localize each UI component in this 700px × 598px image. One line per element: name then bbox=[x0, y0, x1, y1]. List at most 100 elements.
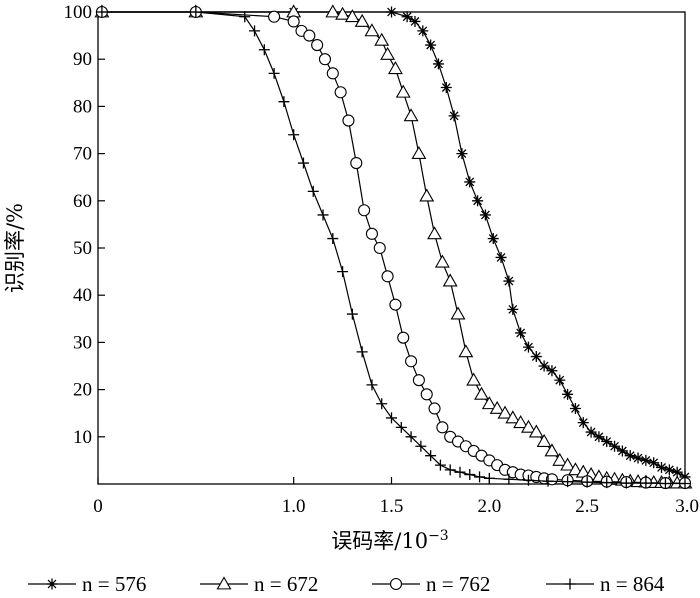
data-point bbox=[419, 188, 435, 202]
legend-label: n = 672 bbox=[254, 572, 318, 596]
data-point bbox=[489, 400, 505, 414]
data-point bbox=[307, 185, 319, 197]
data-point bbox=[474, 471, 486, 483]
y-tick-label: 50 bbox=[73, 238, 92, 259]
data-point bbox=[474, 386, 489, 400]
data-point bbox=[344, 9, 360, 23]
data-point bbox=[287, 15, 300, 28]
data-point bbox=[373, 241, 386, 255]
data-point bbox=[364, 23, 380, 37]
data-point bbox=[479, 209, 491, 221]
data-point bbox=[483, 472, 495, 484]
data-point bbox=[542, 475, 554, 487]
data-point bbox=[663, 464, 675, 476]
data-point bbox=[412, 374, 425, 387]
data-point bbox=[656, 461, 668, 473]
legend-item: n = 672 bbox=[200, 572, 318, 596]
data-point bbox=[325, 4, 341, 18]
data-point bbox=[562, 476, 574, 488]
data-point bbox=[376, 398, 388, 410]
data-point bbox=[522, 474, 534, 486]
y-tick-label: 80 bbox=[73, 96, 92, 117]
x-tick-label: 3.0 bbox=[675, 496, 699, 517]
data-point bbox=[258, 44, 270, 56]
y-tick-label: 30 bbox=[73, 332, 92, 353]
data-point bbox=[303, 29, 316, 42]
data-point bbox=[444, 464, 456, 476]
legend-label: n = 864 bbox=[600, 572, 665, 596]
data-point bbox=[337, 266, 349, 278]
data-point bbox=[440, 82, 452, 94]
data-point bbox=[581, 476, 593, 488]
data-point bbox=[356, 346, 368, 358]
legend-item: n = 576 bbox=[28, 572, 146, 596]
data-point bbox=[397, 331, 410, 344]
data-point bbox=[288, 129, 300, 141]
data-point bbox=[481, 396, 497, 410]
data-point bbox=[624, 450, 636, 462]
series-line bbox=[101, 11, 686, 478]
x-axis-title: 误码率/10−3 bbox=[331, 528, 448, 553]
data-point bbox=[350, 156, 363, 170]
data-point bbox=[268, 10, 281, 23]
data-point bbox=[560, 457, 576, 471]
data-point bbox=[562, 388, 574, 400]
data-point bbox=[428, 402, 441, 415]
legend-marker bbox=[389, 577, 403, 591]
data-point bbox=[522, 341, 534, 353]
data-point bbox=[380, 46, 396, 60]
data-point bbox=[405, 431, 417, 443]
data-point bbox=[648, 457, 660, 469]
data-point bbox=[442, 273, 458, 287]
series-line bbox=[101, 11, 685, 484]
data-point bbox=[552, 452, 568, 466]
data-point bbox=[409, 15, 421, 27]
data-point bbox=[593, 431, 605, 443]
data-point bbox=[544, 443, 560, 457]
data-point bbox=[387, 61, 403, 75]
data-point bbox=[640, 477, 652, 489]
data-point bbox=[335, 6, 351, 20]
data-point bbox=[417, 25, 429, 37]
data-point bbox=[318, 53, 332, 66]
data-point bbox=[577, 417, 589, 429]
data-point bbox=[425, 450, 437, 462]
x-tick-label: 1.5 bbox=[380, 496, 404, 517]
data-point bbox=[503, 473, 515, 485]
series-triangle bbox=[94, 4, 693, 489]
data-point bbox=[434, 254, 450, 268]
legend-marker bbox=[564, 578, 576, 590]
y-tick-label: 100 bbox=[64, 2, 93, 23]
legend-label: n = 762 bbox=[426, 572, 490, 596]
data-point bbox=[365, 227, 378, 240]
y-tick-label: 10 bbox=[73, 427, 92, 448]
legend-label: n = 576 bbox=[82, 572, 146, 596]
data-point bbox=[395, 84, 411, 98]
data-point bbox=[513, 415, 529, 429]
y-tick-label: 40 bbox=[73, 285, 92, 306]
data-point bbox=[411, 145, 427, 160]
legend-item: n = 864 bbox=[546, 572, 665, 596]
y-tick-label: 70 bbox=[73, 144, 92, 165]
data-point bbox=[464, 176, 476, 188]
data-point bbox=[415, 440, 427, 452]
data-point bbox=[536, 433, 552, 447]
data-point bbox=[354, 13, 370, 27]
data-point bbox=[507, 303, 519, 315]
data-point bbox=[286, 4, 302, 18]
legend: n = 576 n = 672 n = 762 n = 864 bbox=[28, 572, 665, 596]
data-point bbox=[503, 275, 515, 287]
data-point bbox=[528, 424, 544, 438]
data-point bbox=[530, 351, 542, 363]
data-point bbox=[620, 477, 632, 489]
data-point bbox=[278, 96, 290, 108]
data-point bbox=[420, 388, 433, 401]
series-layer bbox=[94, 4, 693, 490]
data-point bbox=[554, 374, 566, 386]
data-point bbox=[427, 226, 442, 240]
data-point bbox=[386, 412, 397, 424]
series-line bbox=[101, 11, 685, 484]
series-line bbox=[101, 11, 685, 485]
data-point bbox=[326, 67, 339, 80]
data-point bbox=[671, 466, 683, 478]
